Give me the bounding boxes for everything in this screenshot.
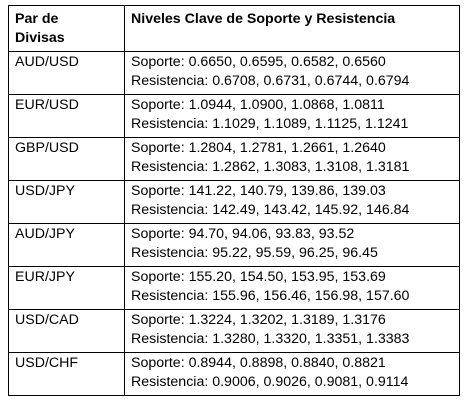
support-levels: Soporte: 1.2804, 1.2781, 1.2661, 1.2640 <box>131 140 386 156</box>
table-row: AUD/JPY Soporte: 94.70, 94.06, 93.83, 93… <box>8 223 460 267</box>
currency-pair-cell: AUD/JPY <box>8 223 125 267</box>
currency-pair-cell: EUR/JPY <box>8 266 125 310</box>
levels-cell: Soporte: 0.6650, 0.6595, 0.6582, 0.6560 … <box>124 51 460 95</box>
document-page: Par de Divisas Niveles Clave de Soporte … <box>8 5 460 396</box>
currency-pair-cell: USD/JPY <box>8 180 125 224</box>
levels-cell: Soporte: 1.3224, 1.3202, 1.3189, 1.3176 … <box>124 309 460 353</box>
table-row: EUR/JPY Soporte: 155.20, 154.50, 153.95,… <box>8 266 460 310</box>
currency-pair-cell: USD/CAD <box>8 309 125 353</box>
table-row: USD/JPY Soporte: 141.22, 140.79, 139.86,… <box>8 180 460 224</box>
resistance-levels: Resistencia: 95.22, 95.59, 96.25, 96.45 <box>131 245 378 261</box>
resistance-levels: Resistencia: 155.96, 156.46, 156.98, 157… <box>131 288 410 304</box>
support-levels: Soporte: 94.70, 94.06, 93.83, 93.52 <box>131 226 355 242</box>
table-row: GBP/USD Soporte: 1.2804, 1.2781, 1.2661,… <box>8 137 460 181</box>
currency-pair-cell: USD/CHF <box>8 352 125 396</box>
resistance-levels: Resistencia: 1.3280, 1.3320, 1.3351, 1.3… <box>131 331 410 347</box>
levels-cell: Soporte: 141.22, 140.79, 139.86, 139.03 … <box>124 180 460 224</box>
support-levels: Soporte: 141.22, 140.79, 139.86, 139.03 <box>131 183 386 199</box>
support-levels: Soporte: 1.3224, 1.3202, 1.3189, 1.3176 <box>131 312 386 328</box>
header-currency-pair: Par de Divisas <box>8 5 125 52</box>
resistance-levels: Resistencia: 0.9006, 0.9026, 0.9081, 0.9… <box>131 374 409 390</box>
resistance-levels: Resistencia: 1.1029, 1.1089, 1.1125, 1.1… <box>131 116 409 132</box>
table-row: EUR/USD Soporte: 1.0944, 1.0900, 1.0868,… <box>8 94 460 138</box>
support-levels: Soporte: 0.6650, 0.6595, 0.6582, 0.6560 <box>131 54 386 70</box>
currency-pair-cell: GBP/USD <box>8 137 125 181</box>
levels-cell: Soporte: 0.8944, 0.8898, 0.8840, 0.8821 … <box>124 352 460 396</box>
support-levels: Soporte: 155.20, 154.50, 153.95, 153.69 <box>131 269 386 285</box>
header-currency-pair-line1: Par de <box>15 11 59 27</box>
support-levels: Soporte: 0.8944, 0.8898, 0.8840, 0.8821 <box>131 355 386 371</box>
levels-cell: Soporte: 1.2804, 1.2781, 1.2661, 1.2640 … <box>124 137 460 181</box>
levels-cell: Soporte: 1.0944, 1.0900, 1.0868, 1.0811 … <box>124 94 460 138</box>
table-header-row: Par de Divisas Niveles Clave de Soporte … <box>8 5 460 52</box>
header-key-levels: Niveles Clave de Soporte y Resistencia <box>124 5 460 52</box>
table-row: AUD/USD Soporte: 0.6650, 0.6595, 0.6582,… <box>8 51 460 95</box>
table-row: USD/CHF Soporte: 0.8944, 0.8898, 0.8840,… <box>8 352 460 396</box>
support-resistance-table: Par de Divisas Niveles Clave de Soporte … <box>8 5 460 396</box>
currency-pair-cell: EUR/USD <box>8 94 125 138</box>
resistance-levels: Resistencia: 0.6708, 0.6731, 0.6744, 0.6… <box>131 73 410 89</box>
header-currency-pair-line2: Divisas <box>15 30 65 46</box>
resistance-levels: Resistencia: 142.49, 143.42, 145.92, 146… <box>131 202 410 218</box>
resistance-levels: Resistencia: 1.2862, 1.3083, 1.3108, 1.3… <box>131 159 410 175</box>
currency-pair-cell: AUD/USD <box>8 51 125 95</box>
levels-cell: Soporte: 155.20, 154.50, 153.95, 153.69 … <box>124 266 460 310</box>
levels-cell: Soporte: 94.70, 94.06, 93.83, 93.52 Resi… <box>124 223 460 267</box>
support-levels: Soporte: 1.0944, 1.0900, 1.0868, 1.0811 <box>131 97 385 113</box>
table-row: USD/CAD Soporte: 1.3224, 1.3202, 1.3189,… <box>8 309 460 353</box>
